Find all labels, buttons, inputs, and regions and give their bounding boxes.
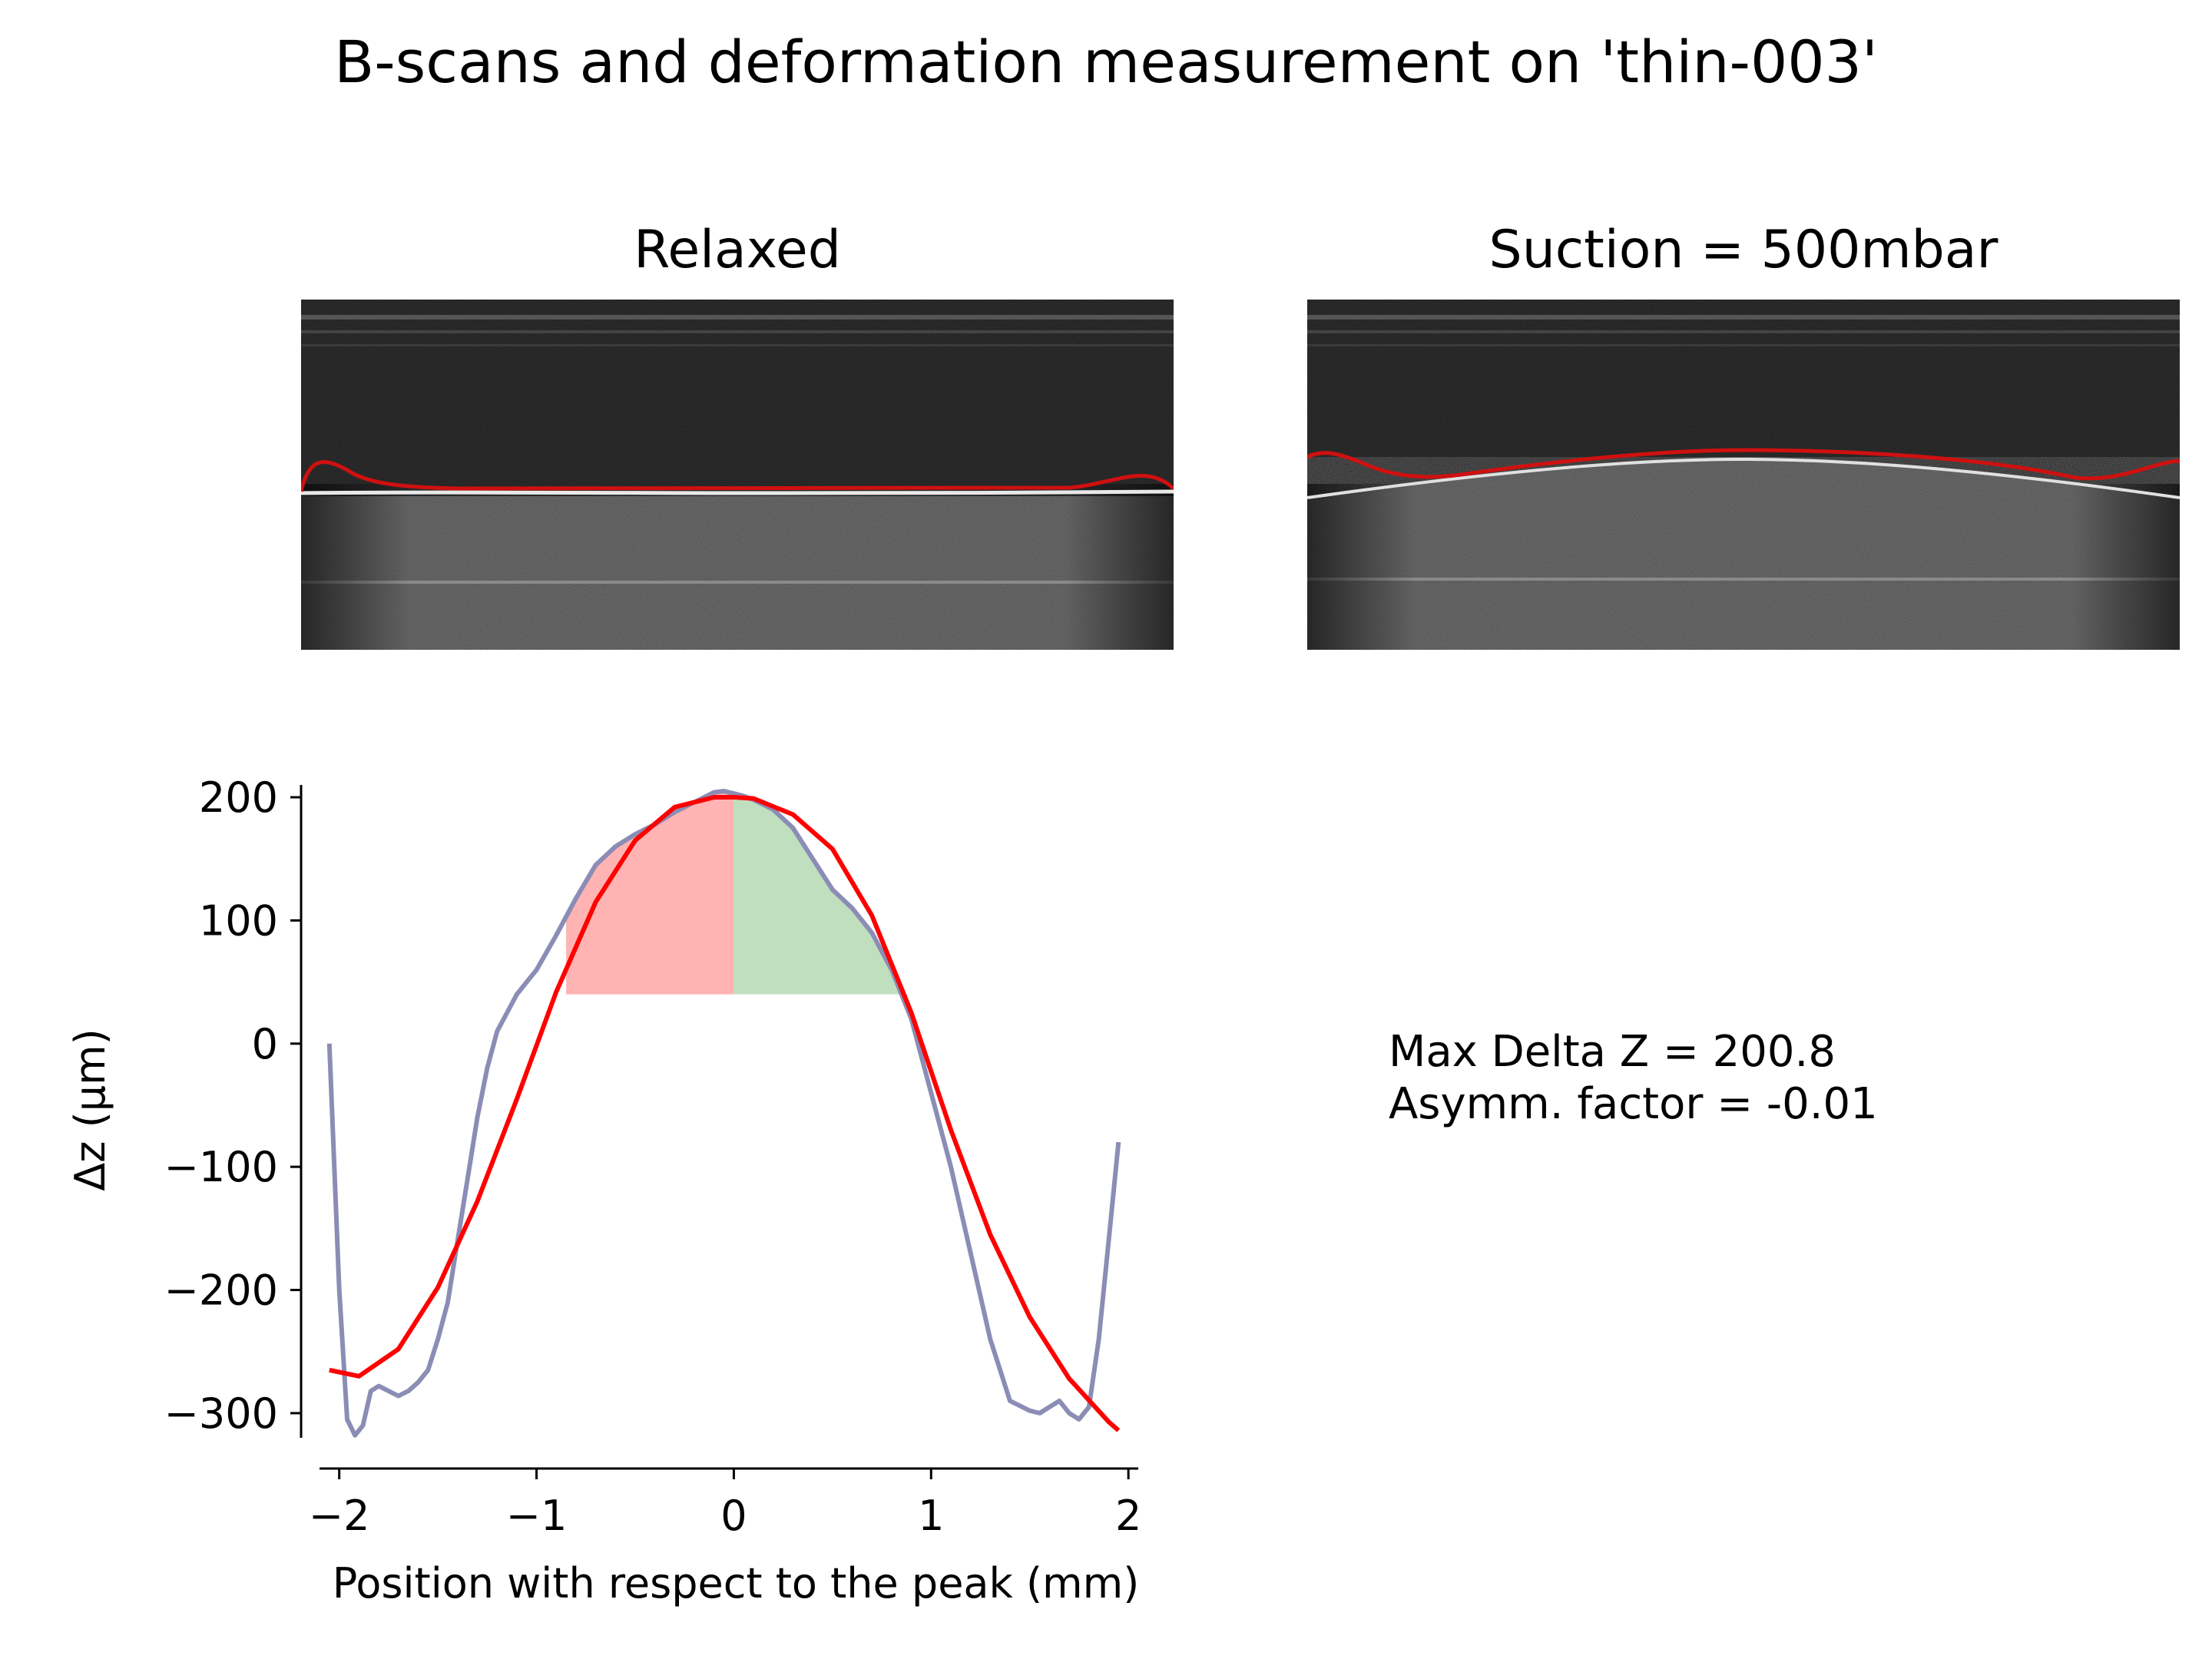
y-tick-label: −300 <box>164 1389 278 1438</box>
y-tick-label: 0 <box>252 1020 278 1068</box>
x-tick-label: 2 <box>1115 1492 1141 1540</box>
fill-region-left <box>566 791 734 995</box>
x-tick-label: 1 <box>918 1492 944 1540</box>
suction-panel-title: Suction = 500mbar <box>1488 220 1998 280</box>
relaxed-panel-title: Relaxed <box>634 220 841 280</box>
fill-region-right <box>733 793 908 1009</box>
figure-title: B-scans and deformation measurement on '… <box>334 28 1878 96</box>
y-axis-label: Δz (μm) <box>66 1028 114 1191</box>
suction-segmentation-line <box>1307 448 2180 481</box>
relaxed-segmentation-line <box>301 460 1174 492</box>
measured-profile-line <box>326 789 1121 1438</box>
fit-curve-line <box>329 795 1121 1432</box>
suction-bscan-image <box>1307 300 2180 650</box>
y-tick-label: 200 <box>199 773 278 822</box>
y-tick-label: −200 <box>164 1267 278 1315</box>
asymmetry-factor-annotation: Asymm. factor = -0.01 <box>1389 1079 1878 1129</box>
x-tick-label: 0 <box>720 1492 747 1540</box>
max-delta-z-annotation: Max Delta Z = 200.8 <box>1389 1027 1836 1077</box>
y-tick-label: 100 <box>199 896 278 945</box>
relaxed-bscan-image <box>301 300 1174 650</box>
x-tick-label: −2 <box>309 1492 370 1540</box>
x-tick-label: −1 <box>506 1492 568 1540</box>
y-tick-label: −100 <box>164 1143 278 1191</box>
x-axis-label: Position with respect to the peak (mm) <box>333 1559 1140 1608</box>
